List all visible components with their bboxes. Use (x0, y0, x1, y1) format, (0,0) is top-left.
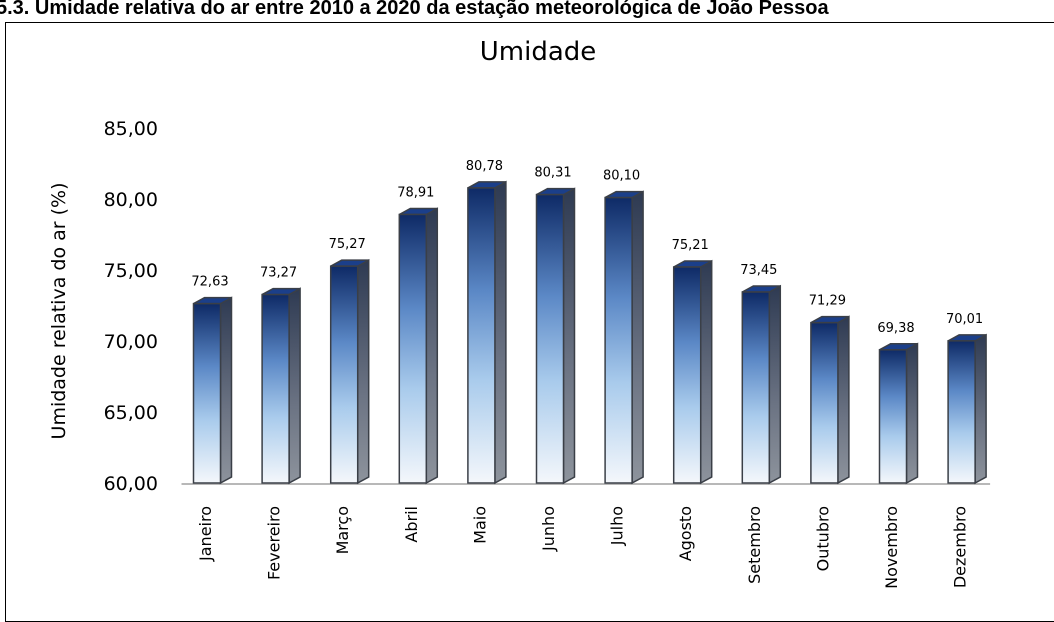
category-label: Maio (470, 506, 489, 544)
bar-front-face (741, 291, 771, 484)
value-label: 71,29 (809, 294, 846, 309)
bar (261, 287, 301, 485)
category-label: Março (333, 506, 352, 554)
y-tick-label: 70,00 (104, 331, 158, 353)
bar-side-face (494, 180, 507, 485)
y-tick-label: 85,00 (104, 118, 158, 140)
bar (878, 342, 919, 485)
category-label: Abril (402, 506, 421, 543)
chart-frame: Umidade Umidade relativa do ar (%) 60,00… (5, 22, 1054, 622)
bar-side-face (425, 207, 439, 485)
bar-front-face (604, 196, 633, 484)
bar-front-face (672, 266, 702, 484)
bar-side-face (905, 342, 919, 485)
bar-front-face (261, 293, 290, 484)
bar-side-face (219, 296, 233, 485)
bar (329, 258, 370, 485)
y-tick-label: 65,00 (104, 402, 158, 424)
bar-side-face (768, 284, 782, 485)
category-label: Fevereiro (265, 506, 284, 580)
figure-caption: 5.3. Umidade relativa do ar entre 2010 a… (0, 0, 829, 19)
bar (741, 284, 782, 485)
y-tick-label: 75,00 (104, 260, 158, 282)
value-label: 69,38 (877, 321, 914, 336)
bars-group (192, 180, 987, 485)
value-label: 75,27 (329, 237, 366, 252)
category-label: Setembro (745, 506, 764, 584)
bar-front-face (398, 213, 428, 484)
bar (192, 296, 233, 485)
category-label: Junho (539, 506, 558, 552)
bar (398, 207, 439, 485)
category-labels: Janeiro Fevereiro Março Abril Maio Junho Julho… (196, 506, 970, 589)
bar-side-face (699, 259, 713, 485)
value-label: 70,01 (946, 312, 983, 327)
bar-front-face (878, 349, 908, 484)
category-label: Julho (608, 506, 627, 546)
y-tick-label: 60,00 (104, 473, 158, 495)
category-label: Agosto (676, 506, 695, 561)
bar-front-face (192, 302, 222, 484)
bar (672, 259, 713, 485)
bar-side-face (562, 187, 576, 485)
value-label: 78,91 (397, 185, 434, 200)
bar-front-face (535, 193, 565, 484)
category-label: Janeiro (196, 506, 215, 562)
value-labels: 72,63 73,27 75,27 78,91 80,78 80,31 80,10 75,21… (191, 159, 983, 336)
chart-title: Umidade (480, 37, 597, 67)
value-label: 80,10 (603, 169, 640, 184)
value-label: 80,31 (534, 166, 571, 181)
value-label: 80,78 (466, 159, 503, 174)
value-label: 73,27 (260, 266, 297, 281)
bar-side-face (974, 333, 987, 485)
humidity-bar-chart: Umidade Umidade relativa do ar (%) 60,00… (48, 37, 991, 589)
y-axis-ticks: 60,00 65,00 70,00 75,00 80,00 85,00 (104, 118, 158, 495)
value-label: 72,63 (191, 275, 228, 290)
value-label: 75,21 (672, 238, 709, 253)
value-label: 73,45 (740, 263, 777, 278)
category-label: Outubro (813, 506, 832, 571)
category-label: Novembro (882, 506, 901, 589)
bar-side-face (288, 287, 301, 485)
bar-side-face (631, 190, 644, 485)
y-tick-label: 80,00 (104, 189, 158, 211)
bar (604, 190, 644, 485)
bar-side-face (837, 315, 850, 485)
bar (467, 180, 507, 485)
bar (810, 315, 850, 485)
y-axis-label: Umidade relativa do ar (%) (48, 183, 70, 440)
bar-front-face (810, 321, 839, 484)
bar (947, 333, 987, 485)
bar-side-face (356, 258, 370, 485)
bar (535, 187, 576, 485)
category-label: Dezembro (951, 506, 970, 588)
bar-front-face (467, 187, 496, 484)
bar-front-face (947, 340, 976, 484)
bar-front-face (329, 265, 359, 484)
